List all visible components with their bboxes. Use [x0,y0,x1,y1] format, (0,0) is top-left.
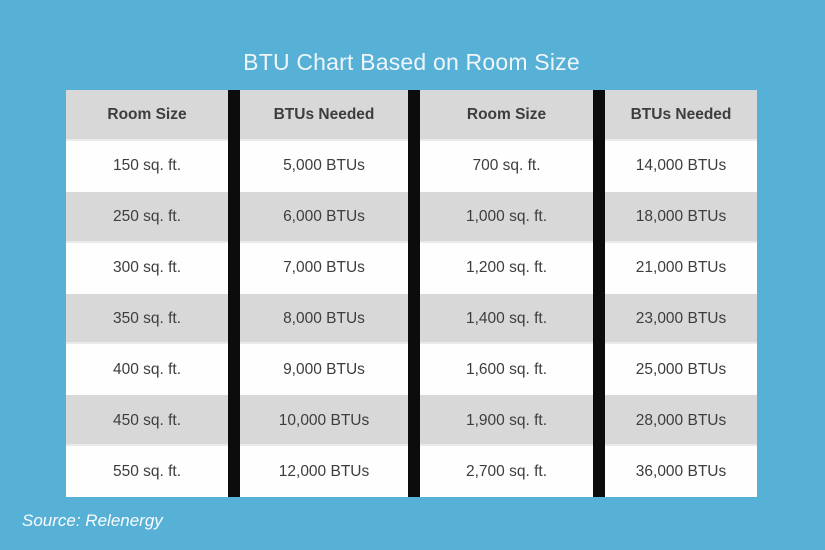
table-cell: 6,000 BTUs [240,191,408,243]
table-cell: 400 sq. ft. [66,344,228,396]
table-cell: 14,000 BTUs [605,140,757,192]
table-cell: 1,000 sq. ft. [420,191,593,243]
table-cell: 9,000 BTUs [240,344,408,396]
table-cell: 23,000 BTUs [605,293,757,345]
column-divider [228,90,240,497]
table-column-btus-needed-1: BTUs Needed 5,000 BTUs 6,000 BTUs 7,000 … [240,90,408,497]
table-cell: 150 sq. ft. [66,140,228,192]
table-cell: 350 sq. ft. [66,293,228,345]
table-column-room-size-2: Room Size 700 sq. ft. 1,000 sq. ft. 1,20… [420,90,593,497]
table-cell: 21,000 BTUs [605,242,757,294]
table-cell: 12,000 BTUs [240,446,408,497]
table-cell: 1,200 sq. ft. [420,242,593,294]
column-divider [593,90,605,497]
btu-table: Room Size 150 sq. ft. 250 sq. ft. 300 sq… [66,90,757,497]
column-header-cell: BTUs Needed [605,90,757,141]
column-divider [408,90,420,497]
chart-title: BTU Chart Based on Room Size [243,49,580,75]
table-cell: 450 sq. ft. [66,395,228,447]
table-cell: 8,000 BTUs [240,293,408,345]
source-attribution: Source: Relenergy [22,511,163,530]
table-cell: 1,900 sq. ft. [420,395,593,447]
table-cell: 1,400 sq. ft. [420,293,593,345]
table-cell: 2,700 sq. ft. [420,446,593,497]
column-header-cell: Room Size [420,90,593,141]
column-header-cell: BTUs Needed [240,90,408,141]
table-cell: 36,000 BTUs [605,446,757,497]
table-cell: 28,000 BTUs [605,395,757,447]
table-cell: 250 sq. ft. [66,191,228,243]
table-cell: 18,000 BTUs [605,191,757,243]
table-column-btus-needed-2: BTUs Needed 14,000 BTUs 18,000 BTUs 21,0… [605,90,757,497]
table-cell: 550 sq. ft. [66,446,228,497]
column-header-cell: Room Size [66,90,228,141]
table-cell: 1,600 sq. ft. [420,344,593,396]
table-cell: 25,000 BTUs [605,344,757,396]
table-cell: 7,000 BTUs [240,242,408,294]
table-column-room-size-1: Room Size 150 sq. ft. 250 sq. ft. 300 sq… [66,90,228,497]
table-cell: 700 sq. ft. [420,140,593,192]
table-cell: 5,000 BTUs [240,140,408,192]
table-cell: 10,000 BTUs [240,395,408,447]
table-cell: 300 sq. ft. [66,242,228,294]
